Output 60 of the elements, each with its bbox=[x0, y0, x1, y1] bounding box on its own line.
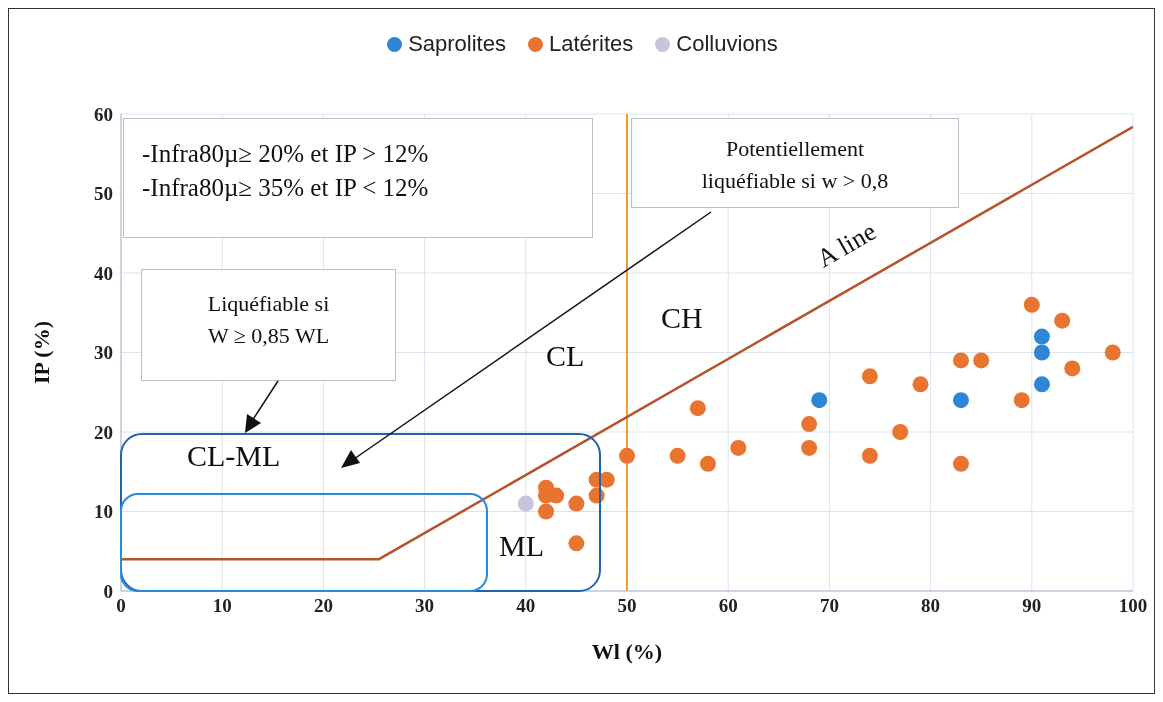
point bbox=[568, 535, 585, 552]
point bbox=[801, 439, 818, 456]
point bbox=[811, 392, 828, 409]
y-tick-label: 10 bbox=[94, 501, 113, 523]
x-tick-label: 50 bbox=[617, 595, 637, 617]
point bbox=[669, 447, 686, 464]
y-tick-label: 50 bbox=[94, 183, 113, 205]
y-tick-label: 20 bbox=[94, 421, 113, 443]
point bbox=[1064, 360, 1081, 377]
annotation: CH bbox=[661, 301, 703, 335]
legend-label: Latérites bbox=[547, 31, 634, 57]
point bbox=[1013, 392, 1030, 409]
x-tick-label: 100 bbox=[1118, 595, 1148, 617]
point bbox=[699, 455, 716, 472]
legend-label: Saprolites bbox=[407, 31, 506, 57]
text: A line bbox=[812, 216, 882, 274]
x-tick-label: 40 bbox=[516, 595, 536, 617]
x-tick-label: 80 bbox=[921, 595, 941, 617]
text-box: Liquéfiable si W ≥ 0,85 WL bbox=[141, 269, 396, 381]
point bbox=[517, 495, 534, 512]
point bbox=[861, 447, 878, 464]
y-tick-label: 30 bbox=[94, 342, 113, 364]
point bbox=[952, 455, 969, 472]
point bbox=[619, 447, 635, 464]
y-axis-title: IP (%) bbox=[28, 321, 54, 384]
y-tick-label: 40 bbox=[94, 262, 113, 284]
y-tick-label: 0 bbox=[103, 580, 113, 602]
point bbox=[568, 495, 585, 512]
x-tick-label: 70 bbox=[819, 595, 839, 617]
point bbox=[952, 392, 969, 409]
x-tick-label: 60 bbox=[718, 595, 738, 617]
annotation: CL-ML bbox=[187, 439, 281, 473]
x-tick-label: 30 bbox=[415, 595, 435, 617]
x-axis-title: Wl (%) bbox=[591, 639, 663, 664]
point bbox=[861, 368, 878, 385]
point bbox=[892, 424, 909, 440]
annotation: -Infra80µ≥ 20% et IP > 12% bbox=[142, 139, 430, 169]
x-tick-label: 90 bbox=[1022, 595, 1042, 617]
point bbox=[1033, 376, 1050, 393]
x-tick-label: 10 bbox=[212, 595, 232, 617]
point bbox=[1023, 296, 1040, 313]
point bbox=[1104, 344, 1121, 361]
point bbox=[538, 503, 555, 520]
annotation: CL bbox=[546, 339, 585, 373]
point bbox=[1033, 344, 1050, 361]
point bbox=[973, 352, 990, 369]
text-box: Potentiellement liquéfiable si w > 0,8 bbox=[631, 118, 959, 208]
point bbox=[1033, 328, 1050, 345]
text-box: -Infra80µ≥ 20% et IP > 12% -Infra80µ≥ 35% et IP < 12% bbox=[123, 118, 593, 238]
annotation: -Infra80µ≥ 35% et IP < 12% bbox=[142, 173, 430, 203]
point bbox=[952, 352, 969, 369]
point bbox=[912, 376, 929, 393]
point bbox=[730, 439, 747, 456]
y-tick-label: 60 bbox=[94, 103, 113, 125]
point bbox=[1054, 312, 1071, 329]
legend-label: Colluvions bbox=[675, 31, 778, 57]
x-tick-label: 20 bbox=[313, 595, 333, 617]
annotation: ML bbox=[499, 529, 544, 563]
point bbox=[801, 416, 818, 433]
point bbox=[689, 400, 706, 417]
